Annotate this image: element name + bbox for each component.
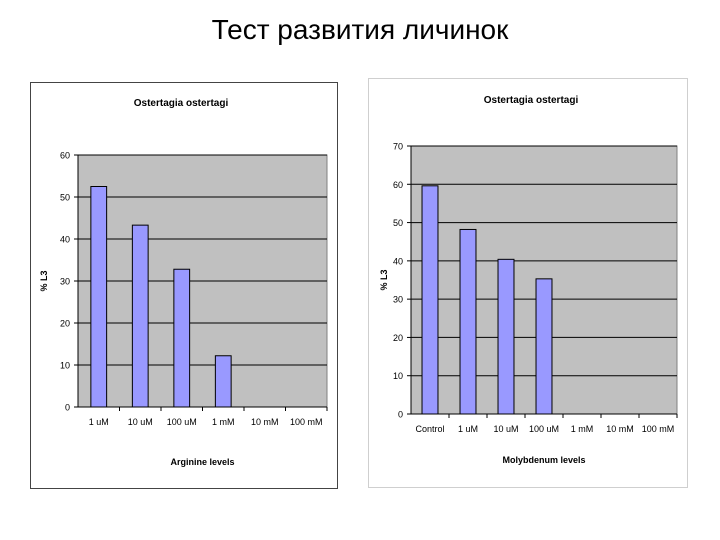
slide-title: Тест развития личинок (211, 14, 509, 45)
molybdenum-x-tick-label: 10 uM (493, 424, 518, 434)
arginine-y-tick-label: 50 (60, 193, 70, 203)
arginine-y-tick-label: 30 (60, 277, 70, 287)
arginine-x-tick-label: 1 mM (212, 417, 235, 427)
arginine-bar (173, 268, 191, 408)
molybdenum-y-tick-label: 0 (398, 410, 403, 420)
molybdenum-x-axis-label: Molybdenum levels (502, 455, 585, 465)
molybdenum-bar (535, 278, 553, 415)
molybdenum-y-tick-label: 60 (393, 180, 403, 190)
molybdenum-y-tick-label: 50 (393, 218, 403, 228)
molybdenum-bar (459, 228, 477, 415)
molybdenum-bar (421, 185, 439, 415)
molybdenum-y-axis-label: % L3 (379, 269, 389, 290)
molybdenum-x-tick-label: 1 mM (571, 424, 594, 434)
molybdenum-bar (497, 258, 515, 415)
molybdenum-x-tick-label: 100 uM (529, 424, 559, 434)
arginine-y-tick-label: 40 (60, 235, 70, 245)
arginine-chart: Ostertagia ostertagi 0 10 20 30 40 50 60 1 uM 10 … (30, 82, 338, 489)
molybdenum-x-tick-label: 100 mM (642, 424, 675, 434)
molybdenum-title: Ostertagia ostertagi (484, 95, 579, 106)
arginine-title: Ostertagia ostertagi (134, 98, 229, 109)
arginine-bar (131, 224, 149, 408)
molybdenum-y-tick-label: 20 (393, 333, 403, 343)
molybdenum-chart-svg: Ostertagia ostertagi 0 10 20 30 40 50 60 70 Contr… (379, 95, 678, 465)
arginine-x-tick-label: 10 uM (128, 417, 153, 427)
molybdenum-y-tick-label: 40 (393, 256, 403, 266)
arginine-y-tick-label: 20 (60, 319, 70, 329)
molybdenum-x-tick-label: Control (415, 424, 444, 434)
molybdenum-x-tick-label: 10 mM (606, 424, 634, 434)
molybdenum-chart: Ostertagia ostertagi 0 10 20 30 40 50 60 70 Contr… (368, 78, 688, 488)
arginine-x-tick-label: 100 uM (167, 417, 197, 427)
arginine-x-axis-label: Arginine levels (170, 457, 234, 467)
molybdenum-y-tick-label: 30 (393, 295, 403, 305)
arginine-y-tick-label: 10 (60, 361, 70, 371)
arginine-x-tick-label: 1 uM (89, 417, 109, 427)
arginine-x-tick-label: 100 mM (290, 417, 323, 427)
arginine-y-axis-label: % L3 (39, 270, 49, 291)
arginine-y-tick-label: 0 (65, 403, 70, 413)
molybdenum-y-tick-label: 70 (393, 142, 403, 152)
arginine-bar (214, 355, 232, 408)
arginine-x-tick-label: 10 mM (251, 417, 279, 427)
molybdenum-y-tick-label: 10 (393, 371, 403, 381)
arginine-y-tick-label: 60 (60, 151, 70, 161)
arginine-bar (90, 186, 108, 408)
arginine-chart-svg: Ostertagia ostertagi 0 10 20 30 40 50 60 1 uM 10 … (39, 98, 328, 467)
molybdenum-x-tick-label: 1 uM (458, 424, 478, 434)
